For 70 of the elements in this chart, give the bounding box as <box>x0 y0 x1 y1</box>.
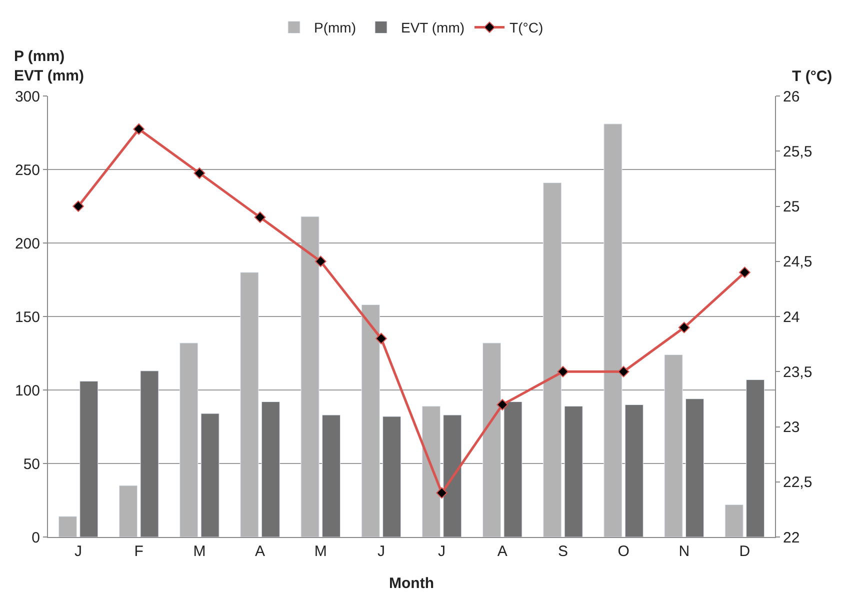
x-tick-label: J <box>74 543 82 560</box>
y2-tick-label: 23 <box>783 419 800 436</box>
y2-tick-label: 23,5 <box>783 364 812 381</box>
y-axis-title: P (mm) EVT (mm) <box>14 48 84 84</box>
bar <box>322 414 340 537</box>
bar <box>443 414 462 537</box>
bar <box>422 406 440 537</box>
bar <box>180 342 198 537</box>
x-axis-title: Month <box>389 575 434 592</box>
x-tick-label: N <box>678 543 690 560</box>
y-tick-label: 200 <box>14 235 40 252</box>
bar <box>382 416 402 537</box>
bar <box>58 516 77 537</box>
bar <box>624 404 644 537</box>
y-tick-label: 300 <box>14 88 40 106</box>
y-tick-label: 150 <box>14 308 40 326</box>
x-tick-label: S <box>558 543 568 560</box>
x-tick-label: A <box>497 543 508 560</box>
y2-axis-title: T (°C) <box>792 68 832 85</box>
point <box>376 332 387 344</box>
y2-tick-label: 25,5 <box>783 143 812 160</box>
x-tick-label: M <box>193 543 206 560</box>
bar <box>482 342 502 537</box>
x-tick-label: A <box>255 543 266 560</box>
bar <box>200 413 220 537</box>
x-tick-label: D <box>739 543 750 560</box>
y-tick-label: 50 <box>23 456 40 473</box>
y2-tick-label: 24,5 <box>783 254 812 271</box>
point <box>194 167 206 179</box>
bar <box>543 182 562 537</box>
point <box>133 123 145 135</box>
x-tick-label: M <box>314 543 327 560</box>
bar <box>664 354 683 537</box>
x-tick-label: O <box>618 543 630 560</box>
bar <box>300 216 320 537</box>
y2-tick-label: 24 <box>783 308 800 326</box>
bar <box>140 370 159 537</box>
bar <box>746 379 765 537</box>
point <box>314 256 326 268</box>
legend-label: T(°C) <box>510 20 544 36</box>
y2-tick-label: 22 <box>783 529 800 546</box>
x-tick-label: J <box>438 543 446 560</box>
y2-tick-label: 22,5 <box>783 474 812 492</box>
bar <box>685 398 704 537</box>
y2-tick-label: 25 <box>783 198 800 216</box>
point <box>72 200 84 212</box>
point <box>436 487 448 499</box>
point <box>496 399 508 410</box>
x-tick-label: J <box>377 543 385 560</box>
bar <box>80 380 98 537</box>
point <box>618 366 630 378</box>
point <box>557 366 569 378</box>
legend-label: EVT (mm) <box>401 20 465 36</box>
bar <box>724 504 744 537</box>
bar <box>564 406 583 537</box>
point <box>678 322 690 334</box>
point <box>739 266 750 278</box>
point <box>254 212 266 223</box>
bar <box>361 304 380 537</box>
y-tick-label: 100 <box>14 382 40 400</box>
y2-tick-label: 26 <box>783 88 800 106</box>
bar <box>504 402 522 537</box>
y-tick-label: 250 <box>14 162 40 179</box>
legend-label: P(mm) <box>314 20 356 36</box>
bar <box>261 402 280 537</box>
bar <box>240 272 259 537</box>
y-tick-label: 0 <box>32 529 40 546</box>
bar <box>604 124 622 537</box>
bar <box>119 485 138 537</box>
x-tick-label: F <box>134 543 144 560</box>
